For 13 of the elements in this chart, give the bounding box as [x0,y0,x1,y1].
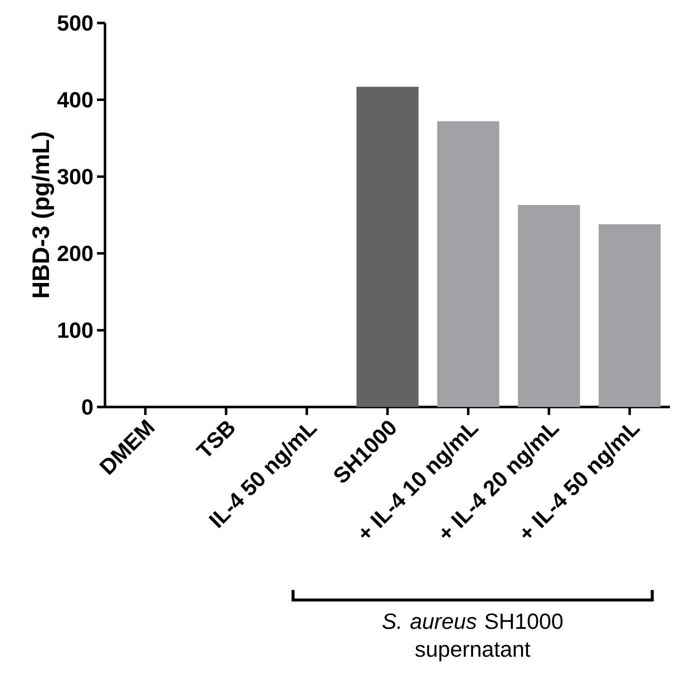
y-tick-label: 0 [82,399,93,415]
y-tick-label: 500 [58,15,93,31]
bar [437,121,500,407]
bar [518,205,580,407]
y-tick-label: 300 [57,168,93,184]
y-tick-label: 200 [58,246,93,262]
y-tick-label: 100 [58,322,93,338]
y-axis-title: HBD-3 (pg/mL) [32,132,54,298]
x-tick-label: TSB [195,421,234,456]
bar [598,224,661,407]
text: S. aureus SH1000 supernatant [382,614,563,662]
bar [356,86,419,407]
y-tick-label: 400 [57,92,93,108]
